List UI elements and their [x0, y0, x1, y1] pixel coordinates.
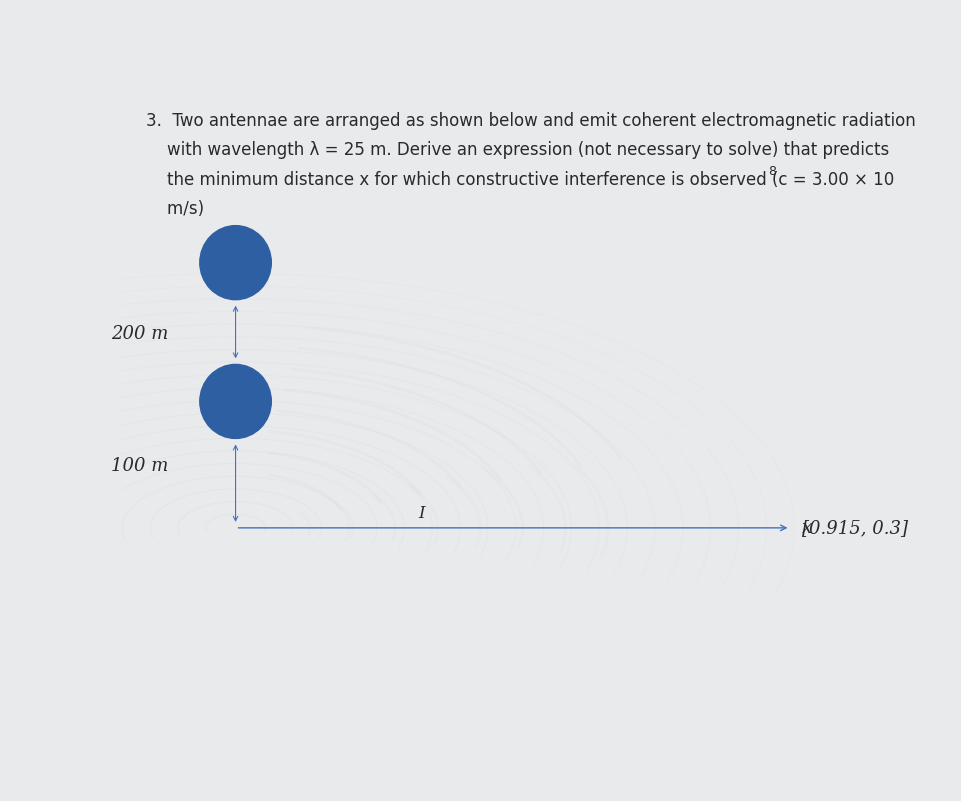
Text: 100 m: 100 m	[111, 457, 168, 475]
Text: 3.  Two antennae are arranged as shown below and emit coherent electromagnetic r: 3. Two antennae are arranged as shown be…	[146, 111, 916, 130]
Text: [0.915, 0.3]: [0.915, 0.3]	[801, 519, 907, 537]
Text: the minimum distance x for which constructive interference is observed (c = 3.00: the minimum distance x for which constru…	[146, 171, 895, 189]
Text: x: x	[801, 519, 812, 537]
Text: I: I	[418, 505, 425, 521]
Text: 200 m: 200 m	[111, 324, 168, 343]
Text: with wavelength λ = 25 m. Derive an expression (not necessary to solve) that pre: with wavelength λ = 25 m. Derive an expr…	[146, 141, 890, 159]
Ellipse shape	[200, 226, 271, 300]
Ellipse shape	[200, 364, 271, 438]
Text: 8: 8	[768, 164, 776, 178]
Text: m/s): m/s)	[146, 200, 205, 219]
